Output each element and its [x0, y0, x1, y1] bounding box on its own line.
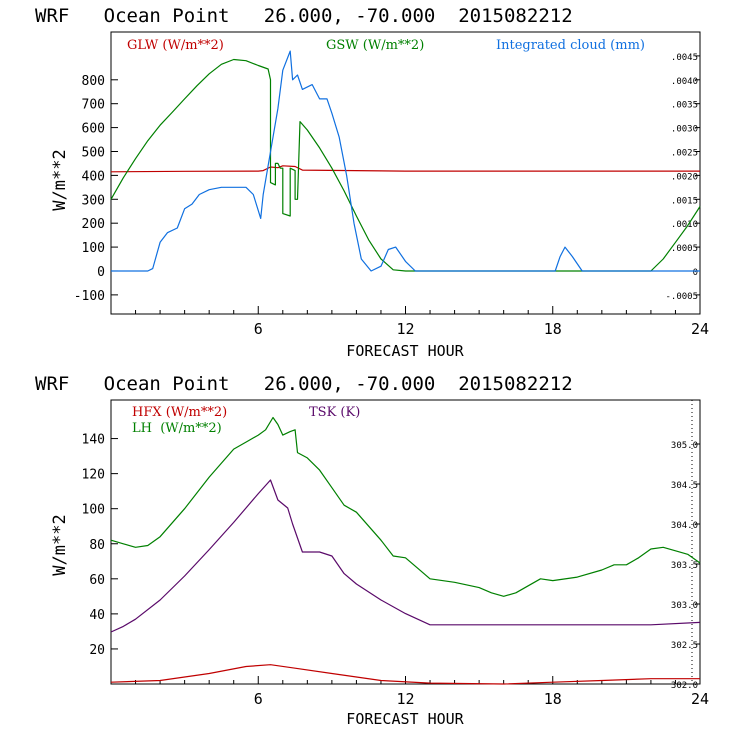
bottom-y-axis: 20 40 60 80 100 120 140 [82, 433, 118, 658]
legend-glw: GLW (W/m**2) [127, 38, 224, 53]
bottom-y2-tick-label: 303.5 [671, 561, 698, 571]
top-y2-tick-label: .0005 [671, 244, 698, 254]
series-gsw-line [110, 58, 701, 272]
top-y-tick-label: 700 [82, 98, 105, 113]
bottom-plot-frame [110, 399, 701, 685]
top-x-axis-label: FORECAST HOUR [346, 342, 464, 360]
legend-integrated-cloud: Integrated cloud (mm) [496, 38, 645, 53]
top-x-tick-label: 18 [544, 320, 562, 338]
top-y2-tick-label: -.0005 [665, 292, 698, 302]
series-glw-line [110, 165, 700, 173]
top-y-tick-label: 500 [82, 145, 105, 160]
bottom-y2-tick-label: 302.0 [671, 681, 698, 691]
bottom-x-tick-label: 18 [544, 690, 562, 708]
series-lh-line [110, 416, 701, 597]
top-y2-axis: -.0005 0 .0005 .0010 .0015 .0020 .0025 .0030 .00… [665, 53, 700, 302]
legend-hfx: HFX (W/m**2) [132, 405, 227, 420]
bottom-y-tick-label: 60 [89, 573, 105, 588]
top-y-axis: -100 0 100 200 300 400 500 600 700 800 [74, 74, 118, 304]
top-y-tick-label: 600 [82, 122, 105, 137]
bottom-x-axis: 6 12 18 24 [135, 676, 709, 708]
bottom-y-tick-label: 20 [89, 643, 105, 658]
top-x-tick-label: 6 [254, 320, 263, 338]
top-x-tick-label: 12 [396, 320, 414, 338]
top-y2-tick-label: .0030 [671, 125, 698, 135]
top-y-tick-label: 300 [82, 193, 105, 208]
top-chart-title: WRF Ocean Point 26.000, -70.000 20150822… [35, 5, 573, 27]
bottom-chart: WRF Ocean Point 26.000, -70.000 20150822… [35, 373, 709, 728]
legend-tsk: TSK (K) [309, 405, 360, 420]
bottom-x-tick-label: 12 [396, 690, 414, 708]
bottom-y2-tick-label: 303.0 [671, 601, 698, 611]
top-y2-tick-label: .0020 [671, 172, 698, 182]
bottom-y2-tick-label: 305.0 [671, 441, 698, 451]
top-series-group [110, 50, 701, 272]
series-integrated-line [111, 50, 700, 272]
bottom-y2-tick-label: 302.5 [671, 641, 698, 651]
top-y-tick-label: 200 [82, 217, 105, 232]
top-y2-tick-label: .0015 [671, 196, 698, 206]
bottom-y2-axis: 302.0 302.5 303.0 303.5 304.0 304.5 305.0 [671, 441, 700, 691]
top-y-axis-label: W/m**2 [50, 149, 70, 210]
bottom-y-tick-label: 140 [82, 433, 105, 448]
legend-lh: LH (W/m**2) [132, 421, 222, 436]
bottom-y2-tick-label: 304.0 [671, 521, 698, 531]
top-chart: WRF Ocean Point 26.000, -70.000 20150822… [35, 5, 709, 360]
bottom-y-axis-label: W/m**2 [50, 514, 70, 575]
bottom-x-tick-label: 24 [691, 690, 709, 708]
top-plot-frame [110, 31, 701, 315]
bottom-x-axis-label: FORECAST HOUR [346, 710, 464, 728]
top-y-tick-label: -100 [74, 289, 105, 304]
bottom-y2-tick-label: 304.5 [671, 481, 698, 491]
top-y2-tick-label: .0040 [671, 77, 698, 87]
top-y-tick-label: 100 [82, 241, 105, 256]
bottom-y-tick-label: 80 [89, 538, 105, 553]
top-y2-tick-label: .0010 [671, 220, 698, 230]
top-x-tick-label: 24 [691, 320, 709, 338]
bottom-y-tick-label: 40 [89, 608, 105, 623]
top-y-tick-label: 800 [82, 74, 105, 89]
legend-gsw: GSW (W/m**2) [326, 38, 424, 53]
bottom-y-tick-label: 120 [82, 468, 105, 483]
top-y2-tick-label: .0035 [671, 101, 698, 111]
series-tsk-line [110, 479, 701, 633]
bottom-series-group [110, 416, 701, 685]
bottom-chart-title: WRF Ocean Point 26.000, -70.000 20150822… [35, 373, 573, 395]
top-y2-tick-label: .0045 [671, 53, 698, 63]
series-hfx-line [110, 664, 700, 685]
bottom-y-tick-label: 100 [82, 503, 105, 518]
top-x-axis: 6 12 18 24 [135, 306, 709, 338]
top-y-tick-label: 0 [97, 265, 105, 280]
top-y2-tick-label: 0 [693, 268, 698, 278]
top-y-tick-label: 400 [82, 169, 105, 184]
bottom-x-tick-label: 6 [254, 690, 263, 708]
top-y2-tick-label: .0025 [671, 148, 698, 158]
